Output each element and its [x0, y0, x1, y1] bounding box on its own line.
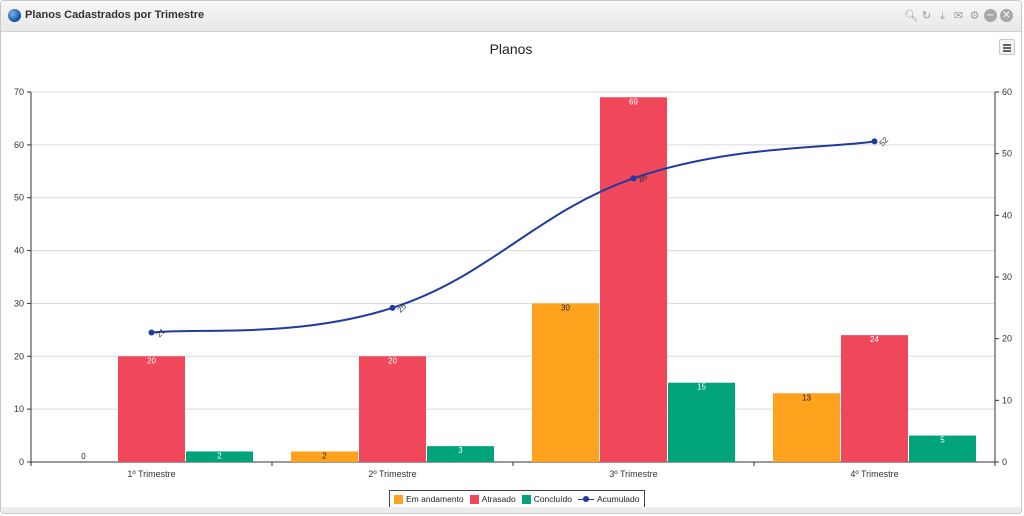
data-label: 0 — [81, 452, 86, 461]
bar-atrasado — [600, 97, 667, 463]
legend-item[interactable]: Atrasado — [469, 494, 516, 504]
data-label: 5 — [940, 436, 945, 445]
y-right-tick-label: 40 — [1002, 210, 1012, 220]
y-left-tick-label: 60 — [14, 140, 24, 150]
window-bottom-bar — [1, 507, 1021, 513]
legend-label: Acumulado — [596, 494, 640, 504]
bar-conclu-do — [668, 382, 735, 462]
data-label: 20 — [388, 356, 397, 365]
legend-item[interactable]: Em andamento — [394, 494, 464, 504]
acumulado-point — [871, 138, 878, 145]
legend-swatch — [394, 494, 403, 504]
y-left-tick-label: 10 — [14, 404, 24, 414]
data-label: 30 — [561, 303, 570, 312]
y-left-tick-label: 0 — [19, 457, 24, 467]
x-tick-label: 3º Trimestre — [609, 469, 657, 479]
refresh-icon[interactable]: ↻ — [921, 9, 932, 22]
bar-em-andamento — [291, 451, 358, 462]
legend-swatch — [521, 494, 531, 504]
y-right-tick-label: 50 — [1002, 149, 1012, 159]
data-label: 69 — [629, 97, 638, 106]
search-icon[interactable]: 🔍︎ — [904, 9, 918, 22]
data-label: 2 — [217, 451, 222, 460]
bar-atrasado — [841, 335, 908, 462]
download-icon[interactable]: ⤓ — [940, 9, 945, 22]
legend-item[interactable]: Acumulado — [577, 494, 640, 504]
y-right-tick-label: 60 — [1002, 87, 1012, 97]
y-right-tick-label: 30 — [1002, 272, 1012, 282]
y-left-tick-label: 70 — [14, 87, 24, 97]
acumulado-line — [151, 140, 875, 334]
bar-conclu-do — [427, 446, 494, 462]
window-title: Planos Cadastrados por Trimestre — [25, 9, 205, 21]
legend-swatch — [577, 495, 594, 504]
chart-menu-button[interactable] — [999, 39, 1015, 55]
data-label: 20 — [147, 356, 156, 365]
chart-legend: Em andamento Atrasado Concluído Acumulado — [389, 490, 645, 508]
legend-label: Atrasado — [481, 494, 516, 504]
bar-conclu-do — [186, 451, 253, 462]
data-label: 3 — [458, 446, 463, 455]
bar-atrasado — [118, 356, 185, 462]
y-left-tick-label: 20 — [14, 351, 24, 361]
legend-label: Concluído — [533, 494, 572, 504]
window-toolbar: 🔍︎ ↻ ⤓ ✉ ⚙ − ✕ — [904, 9, 1013, 22]
bar-conclu-do — [909, 435, 976, 462]
y-right-tick-label: 20 — [1002, 334, 1012, 344]
acumulado-data-label: 52 — [878, 135, 891, 148]
data-label: 13 — [802, 393, 811, 402]
x-tick-label: 1º Trimestre — [127, 469, 175, 479]
acumulado-point — [630, 175, 637, 182]
close-icon[interactable]: ✕ — [1000, 9, 1013, 22]
legend-label: Em andamento — [406, 494, 464, 504]
minimize-icon[interactable]: − — [984, 9, 997, 22]
bar-em-andamento — [532, 303, 599, 462]
globe-icon — [8, 9, 21, 22]
acumulado-point — [148, 329, 155, 336]
x-tick-label: 4º Trimestre — [850, 469, 898, 479]
y-left-tick-label: 40 — [14, 246, 24, 256]
data-label: 15 — [697, 383, 706, 392]
legend-swatch — [469, 494, 479, 504]
y-left-tick-label: 50 — [14, 193, 24, 203]
mail-icon[interactable]: ✉ — [953, 9, 964, 22]
gear-icon[interactable]: ⚙ — [969, 9, 980, 22]
acumulado-data-label: 21 — [155, 326, 168, 339]
legend-item[interactable]: Concluído — [521, 494, 572, 504]
bar-atrasado — [359, 356, 426, 462]
bar-em-andamento — [773, 393, 840, 462]
y-right-tick-label: 10 — [1002, 395, 1012, 405]
chart-title: Planos — [489, 41, 533, 57]
acumulado-point — [389, 304, 396, 311]
window-titlebar: Planos Cadastrados por Trimestre 🔍︎ ↻ ⤓ … — [1, 1, 1021, 32]
x-tick-label: 2º Trimestre — [368, 469, 416, 479]
data-label: 2 — [322, 451, 327, 460]
y-right-tick-label: 0 — [1002, 457, 1007, 467]
y-left-tick-label: 30 — [14, 298, 24, 308]
data-label: 24 — [870, 335, 879, 344]
